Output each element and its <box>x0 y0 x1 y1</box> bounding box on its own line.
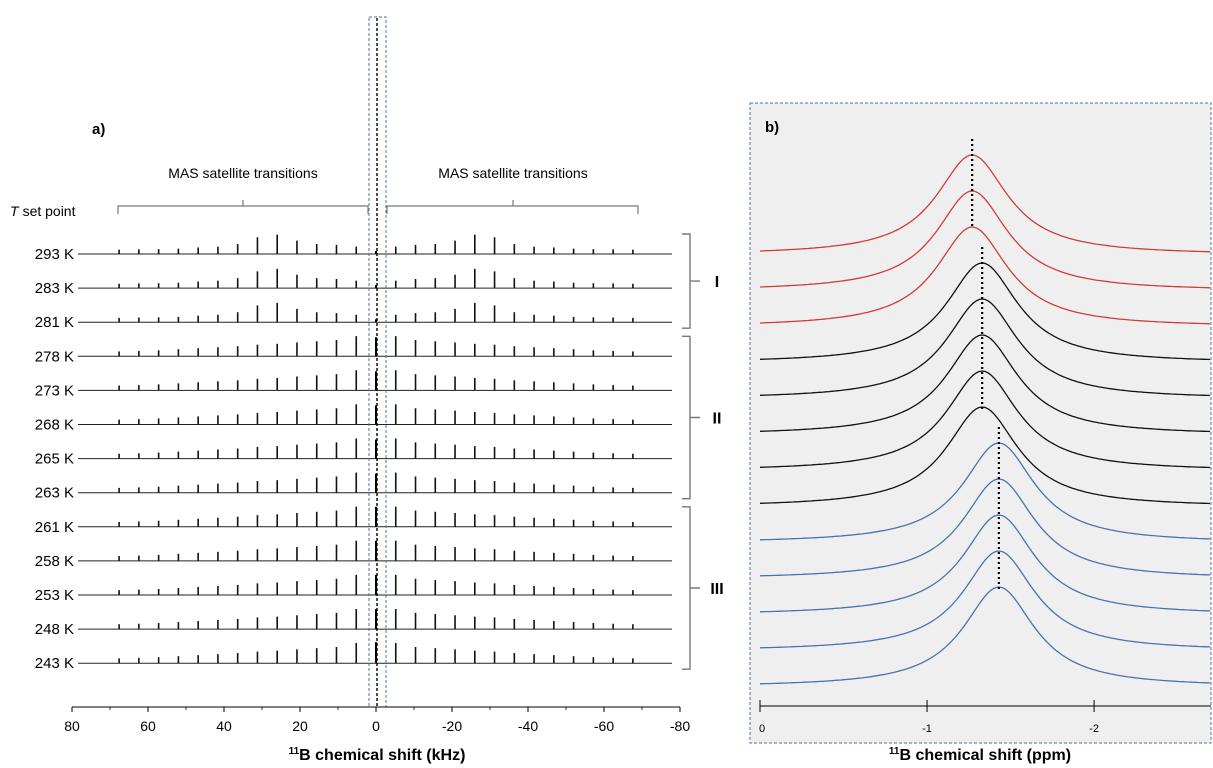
temperature-label: 258 K <box>35 553 74 570</box>
panel-b-label: b) <box>765 119 779 136</box>
x-tick-label: -80 <box>670 718 690 734</box>
spectrum-row: 281 K <box>35 302 672 331</box>
temperature-label: 265 K <box>35 451 74 468</box>
right-satellite-bracket <box>386 200 639 214</box>
x-tick-label: -1 <box>922 723 932 735</box>
x-tick-label: -40 <box>518 718 538 734</box>
temperature-label: 253 K <box>35 587 74 604</box>
spectrum-row: 258 K <box>35 540 672 570</box>
spectrum-row: 278 K <box>35 336 672 365</box>
spectrum-row: 273 K <box>35 370 672 399</box>
temperature-label: 273 K <box>35 382 74 399</box>
temperature-label: 268 K <box>35 417 74 434</box>
panel-b-trace <box>759 586 1211 685</box>
x-tick-label: -60 <box>594 718 614 734</box>
x-tick-label: 60 <box>140 718 156 734</box>
panel-b-trace <box>759 154 1211 253</box>
x-tick-label: -20 <box>442 718 462 734</box>
spectrum-row: 261 K <box>35 506 672 536</box>
spectrum-row: 243 K <box>35 642 672 672</box>
panel-b-frame <box>749 102 1212 744</box>
panel-b-trace <box>759 514 1211 613</box>
panel-b-x-ticks: 0 -1 -2 <box>759 700 1099 735</box>
panel-a-label: a) <box>92 121 105 138</box>
panel-a-x-axis-label: 11B chemical shift (kHz) <box>289 746 466 764</box>
x-tick-label: 0 <box>759 723 765 735</box>
regime-label: I <box>715 274 719 291</box>
temperature-label: 263 K <box>35 485 74 502</box>
panel-b-spectra: b) 0 -1 -2 11B chemical shift (ppm) <box>749 102 1212 764</box>
left-satellite-label: MAS satellite transitions <box>168 165 317 181</box>
spectrum-row: 253 K <box>35 574 672 604</box>
x-tick-label: 20 <box>292 718 308 734</box>
regime-label: III <box>710 581 723 598</box>
temperature-label: 281 K <box>35 314 74 331</box>
x-tick-label: -2 <box>1089 723 1099 735</box>
spectrum-row: 283 K <box>35 268 672 297</box>
x-tick-label: 80 <box>64 718 80 734</box>
panel-b-trace <box>759 478 1211 577</box>
panel-b-trace <box>759 298 1211 397</box>
spectrum-row: 263 K <box>35 472 672 502</box>
x-tick-label: 0 <box>372 718 380 734</box>
panel-a-rows: 293 K 283 K 281 K 278 K 273 K 268 K 265 K 263 K… <box>35 234 672 672</box>
spectrum-row: 293 K <box>35 234 672 263</box>
x-tick-label: 40 <box>216 718 232 734</box>
panel-a-x-ticks: 80 60 40 20 0 -20 -40 -60 -80 <box>64 707 690 734</box>
panel-b-trace <box>759 406 1211 505</box>
spectrum-row: 265 K <box>35 438 672 468</box>
panel-b-trace <box>759 550 1211 649</box>
regime-label: II <box>713 411 722 428</box>
temperature-label: 248 K <box>35 621 74 638</box>
spectrum-row: 248 K <box>35 608 672 638</box>
panel-b-x-axis-label: 11B chemical shift (ppm) <box>889 746 1071 764</box>
temperature-label: 283 K <box>35 280 74 297</box>
temperature-label: 261 K <box>35 519 74 536</box>
spectrum-row: 268 K <box>35 404 672 434</box>
left-satellite-bracket <box>117 200 369 214</box>
panel-b-trace <box>759 370 1211 469</box>
temperature-label: 278 K <box>35 348 74 365</box>
panel-b-traces <box>759 154 1211 685</box>
regime-bracket <box>682 335 700 500</box>
regime-bracket <box>682 233 700 329</box>
temperature-label: 293 K <box>35 246 74 263</box>
panel-b-peak-guides <box>971 139 1000 589</box>
panel-b-trace <box>759 442 1211 541</box>
panel-b-trace <box>759 262 1211 361</box>
panel-b-trace <box>759 190 1211 289</box>
temperature-label: 243 K <box>35 655 74 672</box>
panel-b-trace <box>759 226 1211 325</box>
panel-b-trace <box>759 334 1211 433</box>
right-satellite-label: MAS satellite transitions <box>438 165 587 181</box>
regime-bracket <box>682 506 700 670</box>
